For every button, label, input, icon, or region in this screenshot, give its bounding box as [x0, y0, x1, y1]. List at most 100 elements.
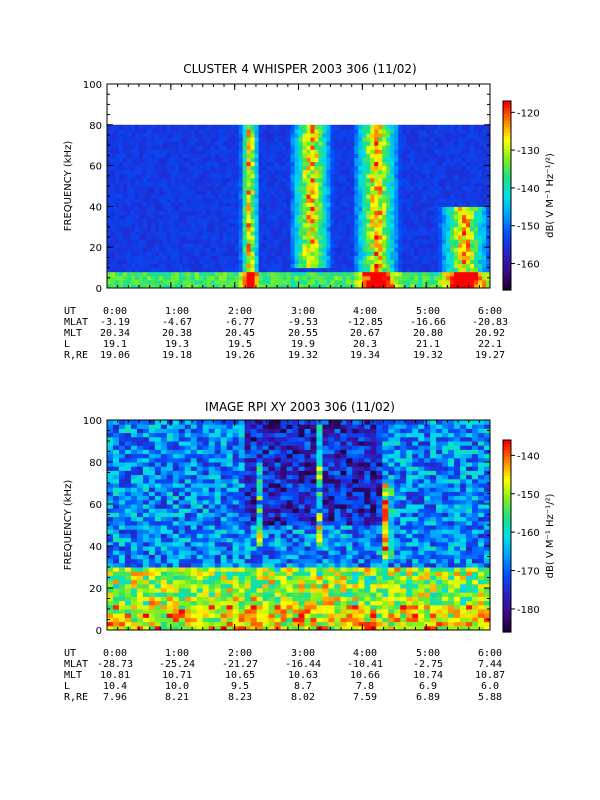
spectrogram-cell	[474, 190, 479, 195]
spectrogram-cell	[136, 470, 144, 476]
spectrogram-cell	[426, 279, 431, 285]
spectrogram-cell	[214, 137, 220, 142]
spectrogram-cell	[278, 153, 284, 158]
spectrogram-cell	[290, 234, 296, 240]
spectrogram-cell	[454, 271, 459, 277]
spectrogram-cell	[206, 239, 212, 244]
spectrogram-cell	[474, 230, 479, 236]
spectrogram-cell	[202, 141, 208, 146]
spectrogram-cell	[218, 181, 224, 187]
spectrogram-cell	[422, 132, 427, 138]
spectrogram-cell	[196, 478, 204, 484]
spectrogram-cell	[118, 609, 126, 614]
spectrogram-cell	[390, 243, 395, 248]
spectrogram-cell	[414, 181, 419, 187]
spectrogram-cell	[430, 230, 435, 236]
spectrogram-cell	[458, 132, 463, 138]
ephemeris-value: 5:00	[415, 306, 441, 317]
spectrogram-cell	[254, 259, 260, 265]
spectrogram-cell	[386, 275, 391, 281]
spectrogram-cell	[178, 222, 184, 228]
spectrogram-cell	[430, 255, 435, 260]
spectrogram-cell	[154, 279, 160, 285]
spectrogram-cell	[298, 181, 303, 187]
spectrogram-cell	[358, 132, 363, 138]
spectrogram-cell	[142, 533, 150, 539]
spectrogram-cell	[166, 279, 172, 285]
spectrogram-cell	[306, 275, 311, 281]
spectrogram-cell	[262, 128, 268, 134]
spectrogram-cell	[174, 153, 180, 158]
spectrogram-cell	[258, 267, 264, 273]
spectrogram-cell	[278, 145, 284, 150]
spectrogram-cell	[122, 251, 128, 256]
spectrogram-cell	[370, 141, 375, 146]
spectrogram-cell	[136, 625, 144, 631]
spectrogram-cell	[338, 226, 343, 232]
spectrogram-cell	[422, 149, 427, 154]
spectrogram-cell	[362, 165, 367, 171]
ephemeris-value: -12.85	[346, 317, 384, 328]
spectrogram-cell	[238, 202, 244, 207]
spectrogram-cell	[450, 247, 455, 252]
spectrogram-cell	[134, 141, 140, 146]
spectrogram-cell	[118, 161, 124, 167]
spectrogram-cell	[136, 491, 144, 497]
spectrogram-cell	[234, 132, 240, 138]
spectrogram-cell	[254, 161, 260, 167]
spectrogram-cell	[170, 210, 176, 216]
spectrogram-cell	[314, 247, 319, 252]
spectrogram-cell	[354, 230, 359, 236]
spectrogram-cell	[434, 255, 439, 260]
spectrogram-cell	[174, 149, 180, 154]
spectrogram-cell	[234, 259, 240, 265]
spectrogram-cell	[390, 267, 395, 273]
spectrogram-cell	[246, 153, 252, 158]
spectrogram-cell	[442, 128, 447, 134]
spectrogram-cell	[126, 267, 132, 273]
spectrogram-cell	[294, 243, 299, 248]
spectrogram-cell	[410, 149, 415, 154]
spectrogram-cell	[166, 132, 172, 138]
spectrogram-cell	[130, 428, 138, 434]
spectrogram-cell	[302, 259, 307, 265]
spectrogram-cell	[162, 214, 168, 220]
spectrogram-cell	[282, 145, 288, 150]
spectrogram-cell	[270, 218, 276, 224]
spectrogram-cell	[118, 218, 124, 224]
spectrogram-cell	[382, 165, 387, 171]
spectrogram-cell	[310, 153, 315, 158]
spectrogram-cell	[158, 202, 164, 207]
spectrogram-cell	[314, 149, 319, 154]
spectrogram-cell	[350, 157, 355, 163]
spectrogram-cell	[474, 181, 479, 187]
spectrogram-cell	[386, 157, 391, 163]
spectrogram-cell	[158, 190, 164, 195]
spectrogram-cell	[184, 583, 192, 589]
spectrogram-cell	[234, 202, 240, 207]
spectrogram-cell	[358, 271, 363, 277]
spectrogram-cell	[462, 222, 467, 228]
spectrogram-cell	[118, 441, 126, 446]
spectrogram-cell	[182, 283, 188, 289]
spectrogram-cell	[146, 198, 152, 203]
spectrogram-cell	[482, 181, 487, 187]
spectrogram-cell	[184, 600, 192, 606]
spectrogram-cell	[166, 247, 172, 252]
spectrogram-cell	[282, 141, 288, 146]
spectrogram-cell	[142, 550, 150, 555]
spectrogram-cell	[282, 190, 288, 195]
spectrogram-cell	[274, 275, 280, 281]
spectrogram-cell	[138, 214, 144, 220]
spectrogram-cell	[182, 259, 188, 265]
spectrogram-cell	[322, 169, 327, 175]
spectrogram-cell	[172, 457, 180, 463]
spectrogram-cell	[386, 243, 391, 248]
spectrogram-cell	[430, 165, 435, 171]
spectrogram-cell	[118, 424, 126, 429]
spectrogram-cell	[306, 271, 311, 277]
spectrogram-cell	[326, 255, 331, 260]
spectrogram-cell	[202, 541, 210, 547]
spectrogram-cell	[358, 137, 363, 142]
spectrogram-cell	[254, 132, 260, 138]
